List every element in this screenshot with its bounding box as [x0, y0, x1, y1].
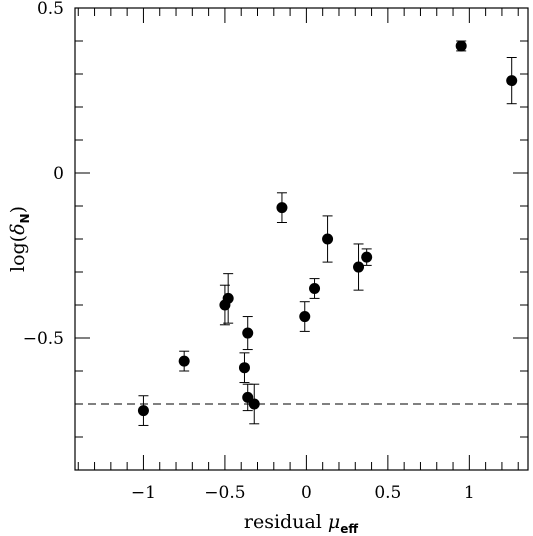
data-point	[309, 283, 321, 294]
data-point	[276, 202, 288, 214]
x-tick-label: 0.5	[374, 483, 401, 503]
y-axis-title: log(δN)	[7, 206, 32, 272]
x-tick-label: −0.5	[204, 483, 245, 503]
y-tick-label: −0.5	[23, 329, 64, 349]
y-tick-label: 0.5	[37, 0, 64, 19]
data-point	[299, 311, 311, 323]
data-point	[222, 292, 234, 304]
data-point	[322, 233, 334, 245]
x-axis-title: residual μeff	[244, 511, 358, 536]
y-tick-labels: 0.5 0 −0.5	[23, 0, 64, 349]
data-points	[137, 40, 518, 417]
data-point	[242, 327, 254, 339]
y-tick-label: 0	[53, 164, 64, 184]
data-point	[178, 355, 190, 367]
data-point	[238, 362, 250, 374]
axis-ticks	[75, 7, 528, 471]
x-tick-label: 1	[464, 483, 475, 503]
data-point	[248, 398, 260, 410]
data-point	[353, 261, 365, 273]
data-point	[361, 251, 373, 263]
data-point	[455, 40, 467, 52]
error-bars	[138, 40, 517, 426]
x-tick-label: −1	[131, 483, 156, 503]
data-point	[137, 405, 149, 417]
x-tick-label: 0	[301, 483, 312, 503]
data-point	[506, 75, 518, 87]
x-tick-labels: −1 −0.5 0 0.5 1	[131, 483, 475, 503]
